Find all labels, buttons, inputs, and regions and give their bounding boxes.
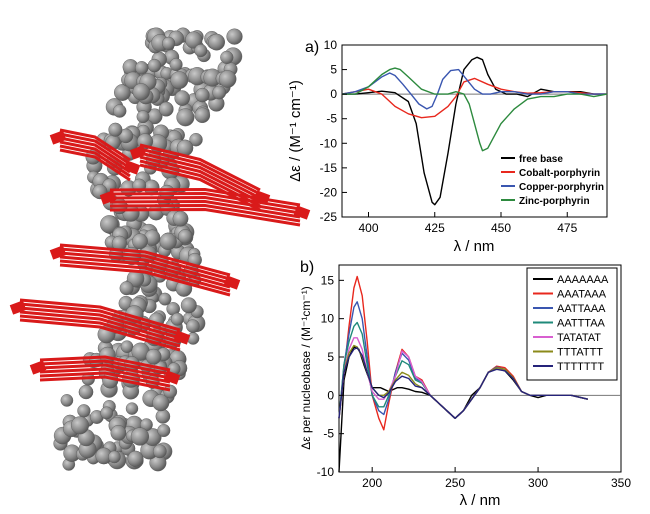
y-tick-label: -5 [323, 427, 334, 441]
panel-label-a: a) [305, 39, 319, 56]
series-line-copper-porphyrin [341, 68, 607, 110]
legend-label-ttttttt: TTTTTTT [557, 361, 604, 373]
chart-a: a) 400 425 450 475 10 5 0 -5 -10 -15 -20 -25 λ / n… [287, 38, 608, 255]
series-line-ttttttt [338, 347, 588, 419]
legend-label-zinc-porphyrin: Zinc-porphyrin [519, 196, 590, 207]
x-tick-label: 300 [528, 476, 548, 490]
y-tick-label: 0 [330, 87, 337, 101]
legend-label-tttattt: TTTATTT [557, 347, 603, 359]
series-line-zinc-porphyrin [342, 67, 608, 152]
x-tick-label: 250 [445, 476, 465, 490]
y-tick-label: -15 [320, 161, 338, 175]
x-tick-label: 475 [557, 221, 577, 235]
y-tick-label: 5 [327, 350, 334, 364]
legend-label-copper-porphyrin: Copper-porphyrin [519, 182, 604, 193]
y-tick-label: 0 [327, 388, 334, 402]
y-tick-label: -20 [320, 185, 338, 199]
legend-label-tatatat: TATATAT [557, 332, 601, 344]
y-tick-label: 10 [321, 312, 335, 326]
dna-porphyrin-model-image [9, 27, 311, 472]
series-line-cobalt-porphyrin [341, 77, 607, 119]
legend-a: free base Cobalt-porphyrin Copper-porphyri… [501, 154, 604, 207]
x-tick-label: 350 [611, 476, 631, 490]
y-axis-label-a: Δε / (M⁻¹ cm⁻¹) [287, 80, 304, 182]
panel-label-b: b) [300, 259, 314, 276]
legend-label-aaataaa: AAATAAA [557, 289, 607, 301]
legend-b: AAAAAAA AAATAAA AATTAAA AATTTAA TATATAT TTTAT… [526, 267, 618, 381]
plot-area-b [338, 264, 622, 473]
legend-label-cobalt-porphyrin: Cobalt-porphyrin [519, 168, 600, 179]
legend-label-aattaaa: AATTAAA [557, 303, 606, 315]
x-axis-label-a: λ / nm [454, 238, 495, 255]
chart-b: b) 200 250 300 350 15 10 5 0 -5 -10 λ / nm Δε pe… [299, 259, 631, 509]
x-axis-label-b: λ / nm [460, 492, 501, 509]
y-tick-label: -10 [320, 136, 338, 150]
y-tick-label: -5 [326, 112, 337, 126]
legend-frame [526, 267, 618, 381]
x-tick-label: 400 [358, 221, 378, 235]
y-tick-label: 5 [330, 63, 337, 77]
y-tick-label: 10 [324, 38, 338, 52]
y-axis-label-b: Δε per nucleobase / (M⁻¹cm⁻¹) [299, 286, 313, 449]
legend-label-free-base: free base [519, 154, 563, 165]
y-tick-label: 15 [321, 273, 335, 287]
legend-label-aaaaaaa: AAAAAAA [557, 274, 609, 286]
x-tick-label: 450 [491, 221, 511, 235]
x-tick-label: 425 [425, 221, 445, 235]
series-line-free-base [342, 56, 607, 206]
y-tick-label: -25 [320, 210, 338, 224]
legend-label-aatttaa: AATTTAA [557, 318, 606, 330]
plot-area-a [341, 44, 608, 218]
x-tick-label: 200 [362, 476, 382, 490]
y-tick-label: -10 [317, 465, 335, 479]
